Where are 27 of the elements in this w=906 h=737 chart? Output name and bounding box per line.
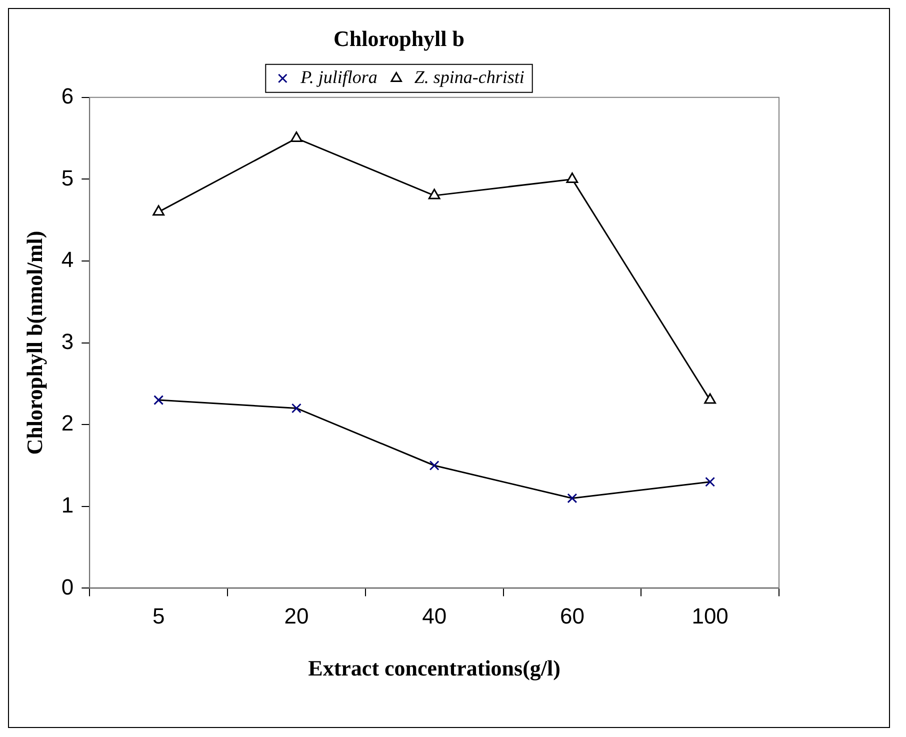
x-axis-title: Extract concentrations(g/l) bbox=[308, 655, 560, 680]
y-tick-label: 2 bbox=[61, 410, 74, 436]
chart-title: Chlorophyll b bbox=[333, 26, 465, 51]
point bbox=[566, 172, 578, 183]
x-tick-label: 40 bbox=[422, 603, 447, 628]
x-tick-label: 100 bbox=[692, 603, 728, 628]
point bbox=[567, 493, 578, 504]
y-tick-label: 0 bbox=[61, 574, 74, 600]
point bbox=[152, 205, 165, 216]
y-tick-label: 4 bbox=[61, 247, 74, 272]
point bbox=[154, 395, 164, 406]
point bbox=[704, 393, 716, 404]
x-tick-label: 60 bbox=[560, 603, 584, 628]
legend-label: P. juliflora bbox=[300, 67, 378, 88]
y-tick-label: 6 bbox=[61, 83, 74, 108]
y-tick-label: 5 bbox=[61, 165, 74, 190]
x-tick-label: 20 bbox=[284, 603, 309, 628]
x-tick-label: 5 bbox=[152, 603, 165, 628]
y-tick-label: 1 bbox=[61, 492, 74, 518]
y-tick-label: 3 bbox=[61, 328, 74, 354]
y-axis-title: Chlorophyll b(nmol/ml) bbox=[22, 230, 47, 455]
point bbox=[290, 132, 302, 142]
point bbox=[429, 460, 440, 470]
point bbox=[705, 476, 716, 487]
point bbox=[291, 403, 302, 414]
legend-label: Z. spina-christi bbox=[414, 67, 524, 88]
point bbox=[428, 188, 440, 200]
